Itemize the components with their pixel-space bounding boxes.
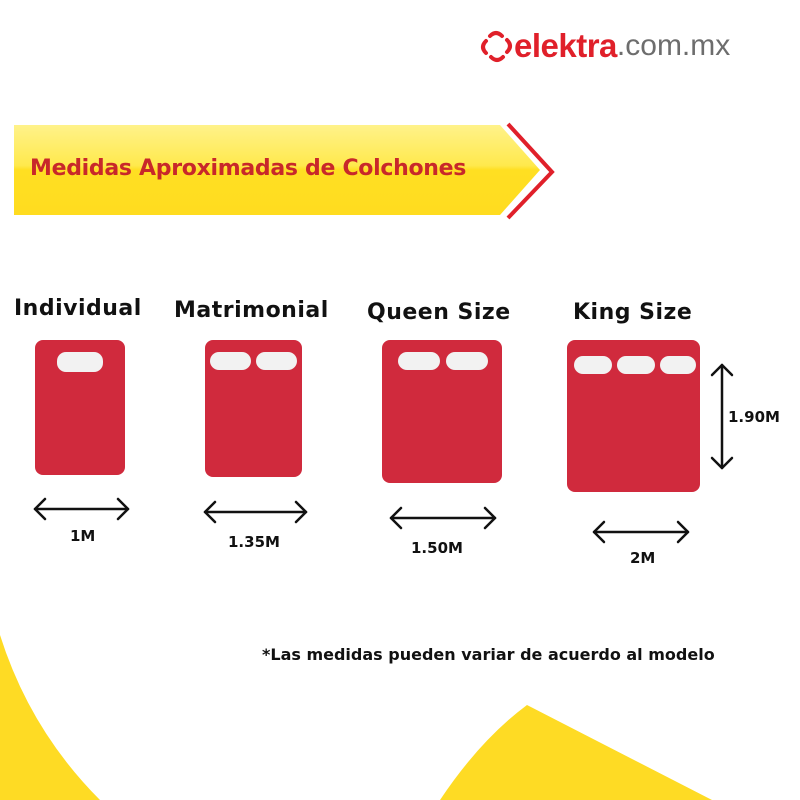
mattress-individual — [35, 340, 125, 475]
length-label-king: 1.90M — [728, 408, 780, 426]
pillow — [617, 356, 655, 374]
width-label-queen: 1.50M — [411, 539, 463, 557]
disclaimer-note: *Las medidas pueden variar de acuerdo al… — [262, 645, 715, 664]
width-label-king: 2M — [630, 549, 656, 567]
banner-chevron — [506, 122, 555, 220]
logo-icon — [481, 31, 512, 62]
pillow — [574, 356, 612, 374]
mattress-matrimonial — [205, 340, 302, 477]
yellow-shape-bottom — [440, 705, 712, 800]
pillow — [446, 352, 488, 370]
yellow-swoosh-left — [0, 635, 100, 800]
arrow-king — [592, 520, 690, 544]
pillow — [256, 352, 297, 370]
banner-arrow — [14, 125, 540, 215]
logo-tld: .com.mx — [616, 29, 731, 62]
bed-name-queen: Queen Size — [367, 300, 511, 325]
logo-brand: elektra — [514, 27, 617, 64]
elektra-logo[interactable]: elektra .com.mx — [480, 26, 730, 66]
pillow — [660, 356, 696, 374]
mattress-queen — [382, 340, 502, 483]
pillow — [398, 352, 440, 370]
arrow-matrimonial — [203, 500, 308, 524]
pillow — [210, 352, 251, 370]
banner-title: Medidas Aproximadas de Colchones — [30, 156, 467, 181]
bed-name-individual: Individual — [14, 296, 142, 321]
mattress-king — [567, 340, 700, 492]
width-label-matrimonial: 1.35M — [228, 533, 280, 551]
pillow — [57, 352, 103, 372]
width-label-individual: 1M — [70, 527, 96, 545]
bed-name-matrimonial: Matrimonial — [174, 298, 329, 323]
arrow-queen — [389, 506, 497, 530]
bed-name-king: King Size — [573, 300, 693, 325]
arrow-king-length — [710, 363, 734, 470]
arrow-individual — [33, 497, 130, 521]
width-arrows — [33, 363, 734, 544]
